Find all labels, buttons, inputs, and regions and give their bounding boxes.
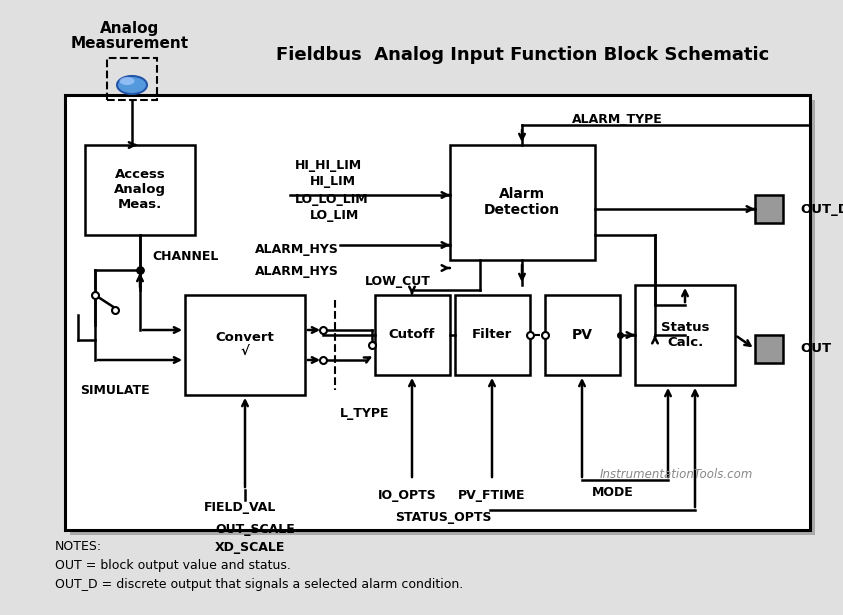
Text: Access
Analog
Meas.: Access Analog Meas. bbox=[114, 169, 166, 212]
Text: NOTES:
OUT = block output value and status.
OUT_D = discrete output that signals: NOTES: OUT = block output value and stat… bbox=[55, 540, 464, 591]
Text: Cutoff: Cutoff bbox=[389, 328, 435, 341]
Bar bbox=[107, 58, 157, 100]
Text: STATUS_OPTS: STATUS_OPTS bbox=[395, 512, 491, 525]
Text: OUT_SCALE: OUT_SCALE bbox=[215, 523, 295, 536]
Bar bbox=[455, 295, 530, 375]
Bar bbox=[450, 145, 595, 260]
Text: OUT: OUT bbox=[800, 343, 831, 355]
Text: IO_OPTS: IO_OPTS bbox=[378, 488, 437, 501]
Text: Measurement: Measurement bbox=[71, 36, 189, 52]
Text: Alarm
Detection: Alarm Detection bbox=[484, 187, 560, 217]
Text: PV: PV bbox=[572, 328, 593, 342]
Bar bbox=[755, 195, 783, 223]
Text: ALARM_HYS: ALARM_HYS bbox=[255, 244, 339, 256]
Bar bbox=[185, 295, 305, 395]
Text: LO_LO_LIM: LO_LO_LIM bbox=[295, 192, 368, 205]
Text: XD_SCALE: XD_SCALE bbox=[215, 541, 286, 554]
Bar bbox=[85, 145, 195, 235]
Ellipse shape bbox=[117, 76, 147, 94]
Text: FIELD_VAL: FIELD_VAL bbox=[204, 501, 277, 515]
Bar bbox=[755, 335, 783, 363]
Text: InstrumentationTools.com: InstrumentationTools.com bbox=[600, 469, 754, 482]
Text: Status
Calc.: Status Calc. bbox=[661, 321, 709, 349]
Bar bbox=[635, 285, 735, 385]
Bar bbox=[375, 295, 450, 375]
Bar bbox=[70, 100, 815, 535]
Text: Convert
√: Convert √ bbox=[216, 331, 274, 359]
Text: Analog: Analog bbox=[100, 20, 159, 36]
Text: L_TYPE: L_TYPE bbox=[340, 407, 389, 419]
Text: LOW_CUT: LOW_CUT bbox=[365, 276, 431, 288]
Bar bbox=[545, 295, 620, 375]
Text: ALARM_HYS: ALARM_HYS bbox=[255, 266, 339, 279]
Text: SIMULATE: SIMULATE bbox=[80, 384, 149, 397]
Ellipse shape bbox=[120, 77, 135, 85]
Text: CHANNEL: CHANNEL bbox=[152, 250, 218, 263]
Text: PV_FTIME: PV_FTIME bbox=[459, 488, 526, 501]
Text: MODE: MODE bbox=[592, 485, 634, 499]
Text: Filter: Filter bbox=[472, 328, 513, 341]
Text: OUT_D: OUT_D bbox=[800, 202, 843, 215]
Text: HI_HI_LIM: HI_HI_LIM bbox=[295, 159, 362, 172]
Bar bbox=[65, 95, 810, 530]
Text: Fieldbus  Analog Input Function Block Schematic: Fieldbus Analog Input Function Block Sch… bbox=[276, 46, 770, 64]
Text: HI_LIM: HI_LIM bbox=[310, 175, 356, 189]
Text: ALARM_TYPE: ALARM_TYPE bbox=[572, 114, 663, 127]
Text: LO_LIM: LO_LIM bbox=[310, 210, 359, 223]
